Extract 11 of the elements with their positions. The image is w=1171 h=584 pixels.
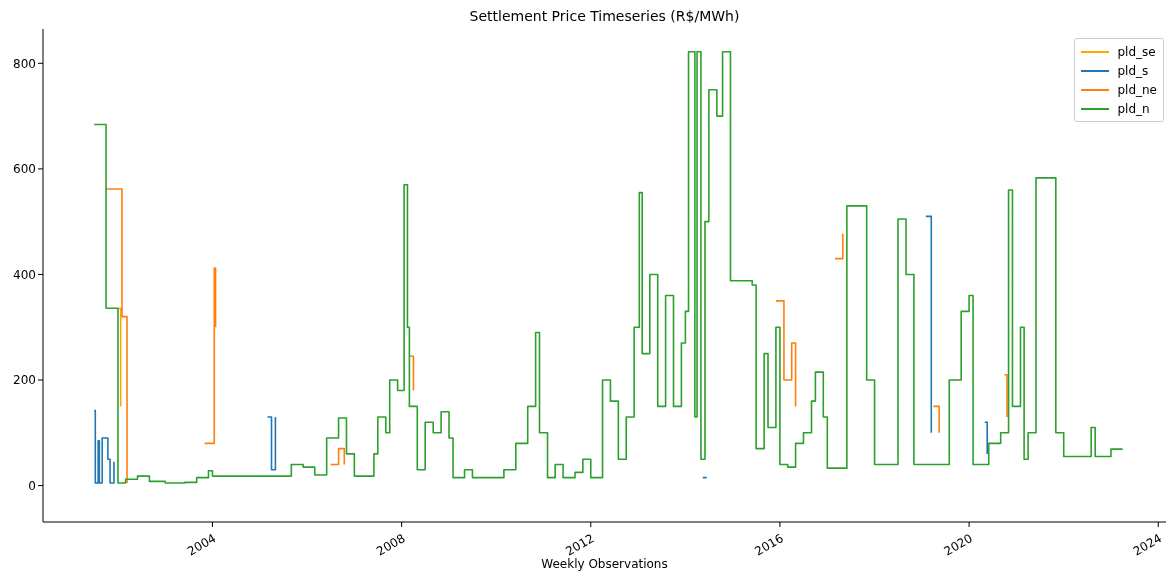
x-axis-title: Weekly Observations: [541, 557, 668, 571]
legend-label: pld_s: [1117, 63, 1149, 78]
legend-label: pld_se: [1117, 44, 1156, 59]
y-tick-label: 600: [13, 162, 36, 177]
y-tick-label: 0: [28, 478, 36, 493]
chart-title: Settlement Price Timeseries (R$/MWh): [468, 8, 741, 24]
y-tick-label: 800: [13, 56, 36, 71]
y-tick-label: 400: [13, 267, 36, 282]
legend-label: pld_ne: [1117, 82, 1157, 97]
y-tick-label: 200: [13, 373, 36, 388]
legend-label: pld_n: [1117, 101, 1150, 116]
